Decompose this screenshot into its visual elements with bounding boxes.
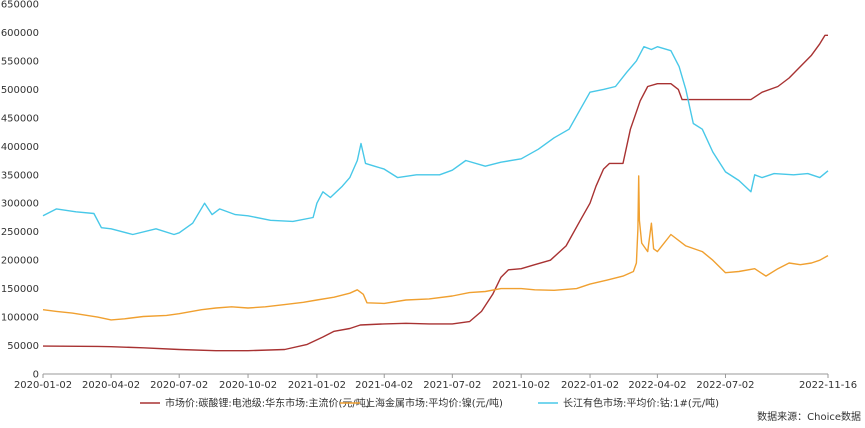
- series-line-3: [42, 46, 829, 236]
- y-axis: 0 50000 100000 150000 200000 250000 300000 3500…: [1, 0, 39, 381]
- x-tick-label: 2021-04-02: [355, 380, 413, 391]
- legend-label: 长江有色市场:平均价:钴:1#(元/吨): [563, 397, 719, 410]
- series-line-1: [42, 34, 828, 352]
- legend-label: 市场价:碳酸锂:电池级:华东市场:主流价(元/吨): [165, 397, 370, 410]
- x-tick-label: 2020-04-02: [82, 380, 140, 391]
- legend-label: 上海金属市场:平均价:镍(元/吨): [365, 397, 503, 410]
- x-tick-label: 2022-11-16: [799, 380, 857, 391]
- x-tick-label: 2021-07-02: [423, 380, 481, 391]
- x-tick-label: 2022-01-02: [561, 380, 619, 391]
- y-tick-label: 300000: [1, 199, 39, 210]
- x-tick-label: 2020-07-02: [150, 380, 208, 391]
- y-tick-label: 350000: [1, 170, 39, 181]
- y-tick-label: 650000: [1, 0, 39, 11]
- x-tick-label: 2022-04-02: [628, 380, 686, 391]
- x-tick-label: 2021-10-02: [492, 380, 550, 391]
- series-line-2: [42, 175, 829, 321]
- y-tick-label: 500000: [1, 85, 39, 96]
- source-note: 数据来源：Choice数据: [757, 410, 861, 423]
- y-tick-label: 450000: [1, 113, 39, 124]
- y-tick-label: 50000: [7, 341, 39, 352]
- y-tick-label: 150000: [1, 284, 39, 295]
- y-tick-label: 400000: [1, 142, 39, 153]
- y-tick-label: 100000: [1, 313, 39, 324]
- legend: 市场价:碳酸锂:电池级:华东市场:主流价(元/吨)上海金属市场:平均价:镍(元/…: [140, 397, 719, 410]
- y-tick-label: 200000: [1, 256, 39, 267]
- x-axis: 2020-01-02 2020-04-02 2020-07-02 2020-10-02…: [14, 373, 857, 391]
- x-tick-label: 2022-07-02: [696, 380, 754, 391]
- y-tick-label: 0: [33, 370, 39, 381]
- y-tick-label: 550000: [1, 56, 39, 67]
- y-tick-label: 600000: [1, 28, 39, 39]
- y-tick-label: 250000: [1, 227, 39, 238]
- x-tick-label: 2020-10-02: [219, 380, 277, 391]
- x-tick-label: 2020-01-02: [14, 380, 72, 391]
- series-group: [42, 34, 829, 352]
- x-tick-label: 2021-01-02: [288, 380, 346, 391]
